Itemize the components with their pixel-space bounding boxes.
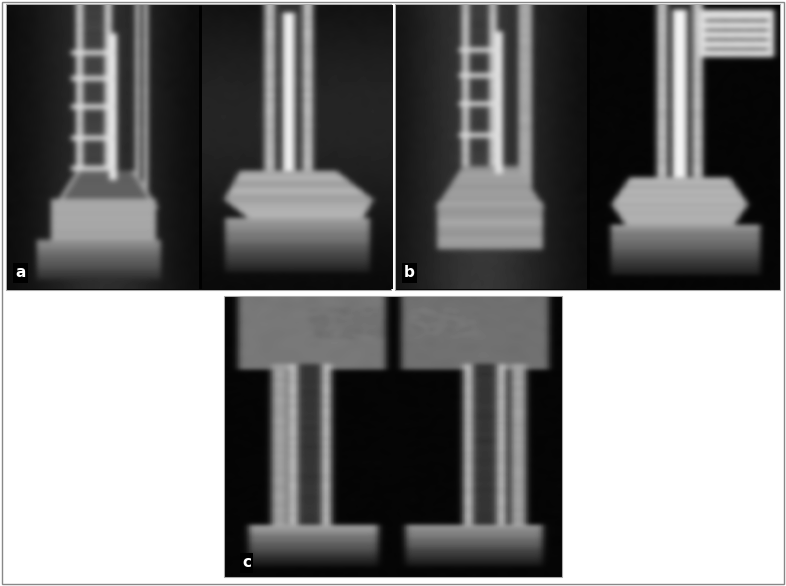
Text: b: b: [404, 265, 415, 280]
Text: a: a: [16, 265, 26, 280]
Text: c: c: [242, 556, 252, 570]
